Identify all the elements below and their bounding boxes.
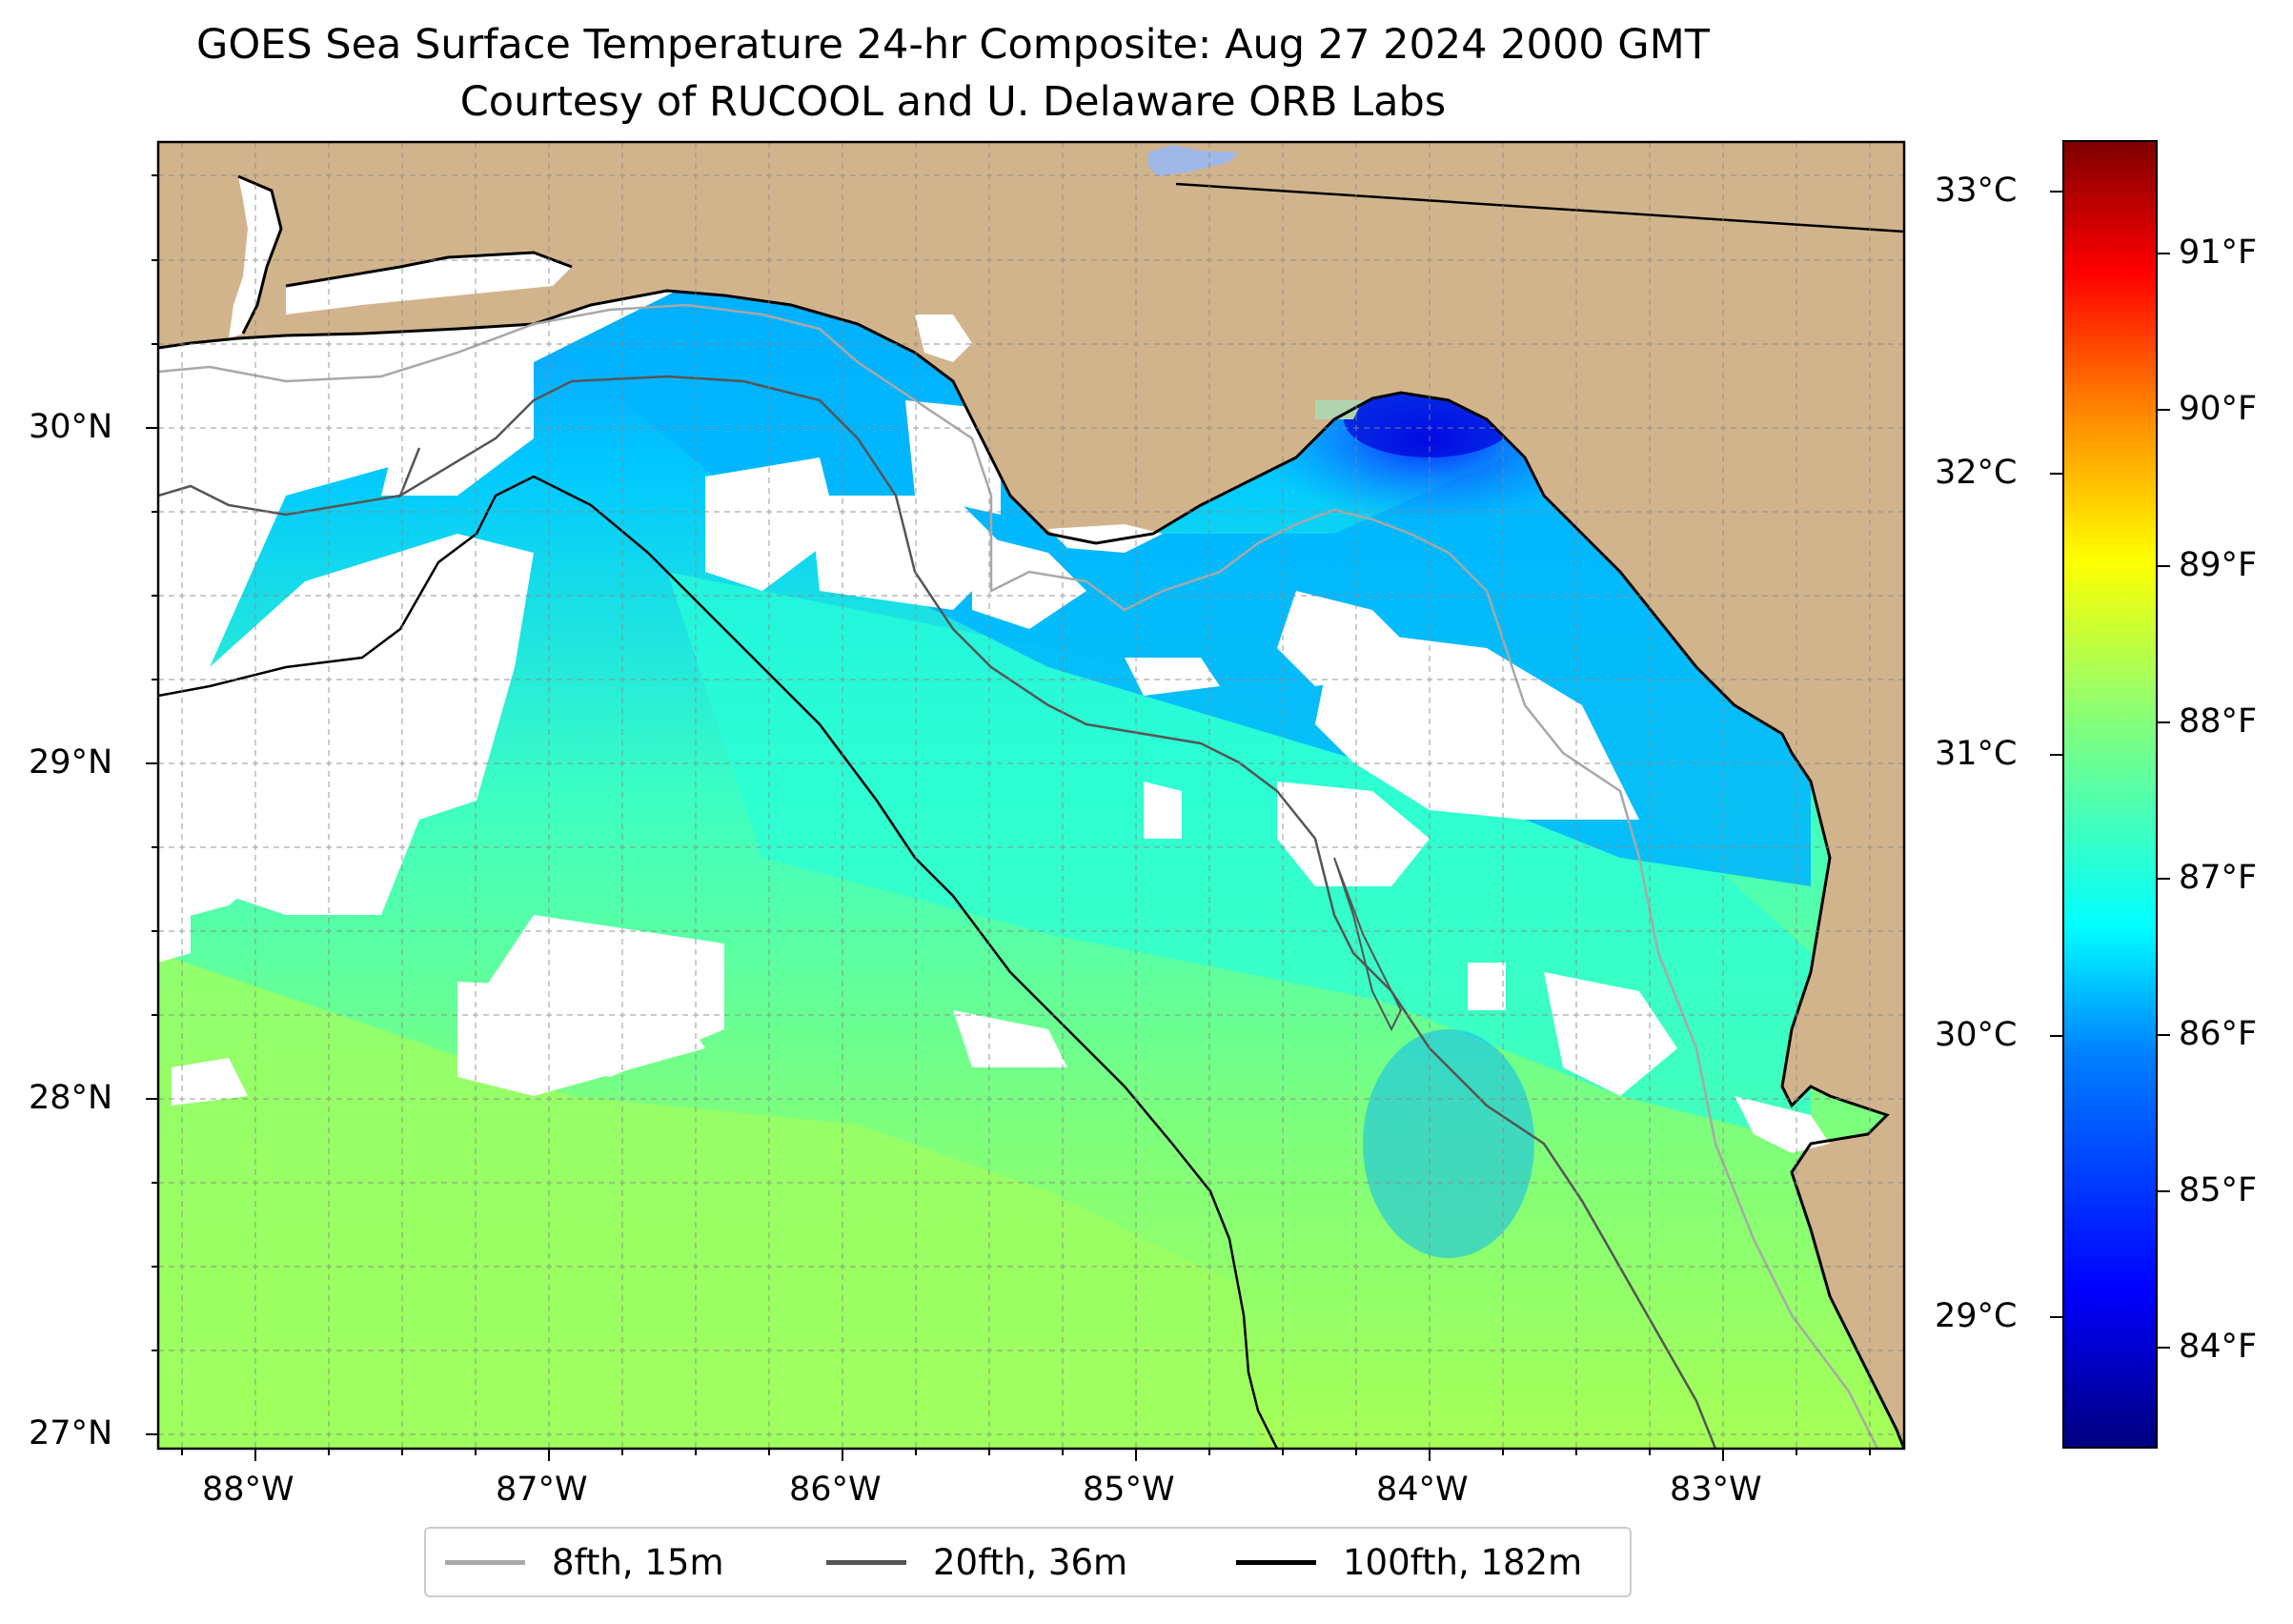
- y-tick-label: 30°N: [29, 408, 113, 446]
- colorbar-fahrenheit-label: 84°F: [2179, 1328, 2258, 1366]
- y-tick-label: 28°N: [29, 1079, 113, 1117]
- colorbar-celsius-label: 29°C: [1935, 1297, 2018, 1335]
- x-tick-label: 84°W: [1376, 1471, 1469, 1509]
- colorbar-celsius-label: 32°C: [1935, 454, 2018, 492]
- legend-item-100fth: 100fth, 182m: [1236, 1529, 1582, 1595]
- colorbar-ticks: [2050, 191, 2170, 1349]
- y-axis-ticks: [146, 174, 158, 1435]
- legend-swatch: [445, 1559, 525, 1565]
- legend-swatch: [826, 1559, 906, 1565]
- colorbar-celsius-label: 33°C: [1935, 172, 2018, 210]
- legend-swatch: [1236, 1559, 1316, 1565]
- lake: [1148, 145, 1239, 176]
- x-tick-label: 88°W: [202, 1471, 294, 1509]
- legend-label: 8fth, 15m: [552, 1541, 724, 1583]
- x-tick-label: 83°W: [1670, 1471, 1762, 1509]
- y-tick-label: 27°N: [29, 1414, 113, 1452]
- depth-contour-legend: 8fth, 15m 20fth, 36m 100fth, 182m: [424, 1527, 1632, 1597]
- colorbar-fahrenheit-label: 87°F: [2179, 859, 2258, 897]
- x-tick-label: 87°W: [496, 1471, 588, 1509]
- coastline: [158, 289, 1904, 1449]
- legend-item-20fth: 20fth, 36m: [826, 1529, 1127, 1595]
- colorbar-celsius-label: 30°C: [1935, 1016, 2018, 1054]
- colorbar-fahrenheit-label: 88°F: [2179, 702, 2258, 741]
- colorbar-fahrenheit-label: 86°F: [2179, 1015, 2258, 1053]
- map-title-line1: GOES Sea Surface Temperature 24-hr Compo…: [196, 21, 1710, 69]
- map-frame: [156, 140, 1906, 1451]
- x-axis-ticks: [181, 1449, 1871, 1461]
- legend-label: 100fth, 182m: [1343, 1541, 1583, 1583]
- contour-100fth: [158, 475, 1279, 1449]
- legend-label: 20fth, 36m: [933, 1541, 1128, 1583]
- y-tick-label: 29°N: [29, 743, 113, 782]
- contour-8fth: [158, 303, 1879, 1449]
- contour-20fth: [158, 375, 1717, 1449]
- temperature-colorbar: [2062, 140, 2158, 1449]
- colorbar-fahrenheit-label: 89°F: [2179, 546, 2258, 584]
- x-tick-label: 85°W: [1083, 1471, 1175, 1509]
- map-title-line2: Courtesy of RUCOOL and U. Delaware ORB L…: [459, 78, 1447, 126]
- gridlines: [158, 142, 1904, 1449]
- colorbar-celsius-label: 31°C: [1935, 735, 2018, 773]
- legend-item-8fth: 8fth, 15m: [445, 1529, 724, 1595]
- x-tick-label: 86°W: [789, 1471, 882, 1509]
- colorbar-fahrenheit-label: 85°F: [2179, 1171, 2258, 1209]
- colorbar-fahrenheit-label: 90°F: [2179, 390, 2258, 428]
- colorbar-fahrenheit-label: 91°F: [2179, 233, 2258, 272]
- state-border: [1175, 182, 1904, 233]
